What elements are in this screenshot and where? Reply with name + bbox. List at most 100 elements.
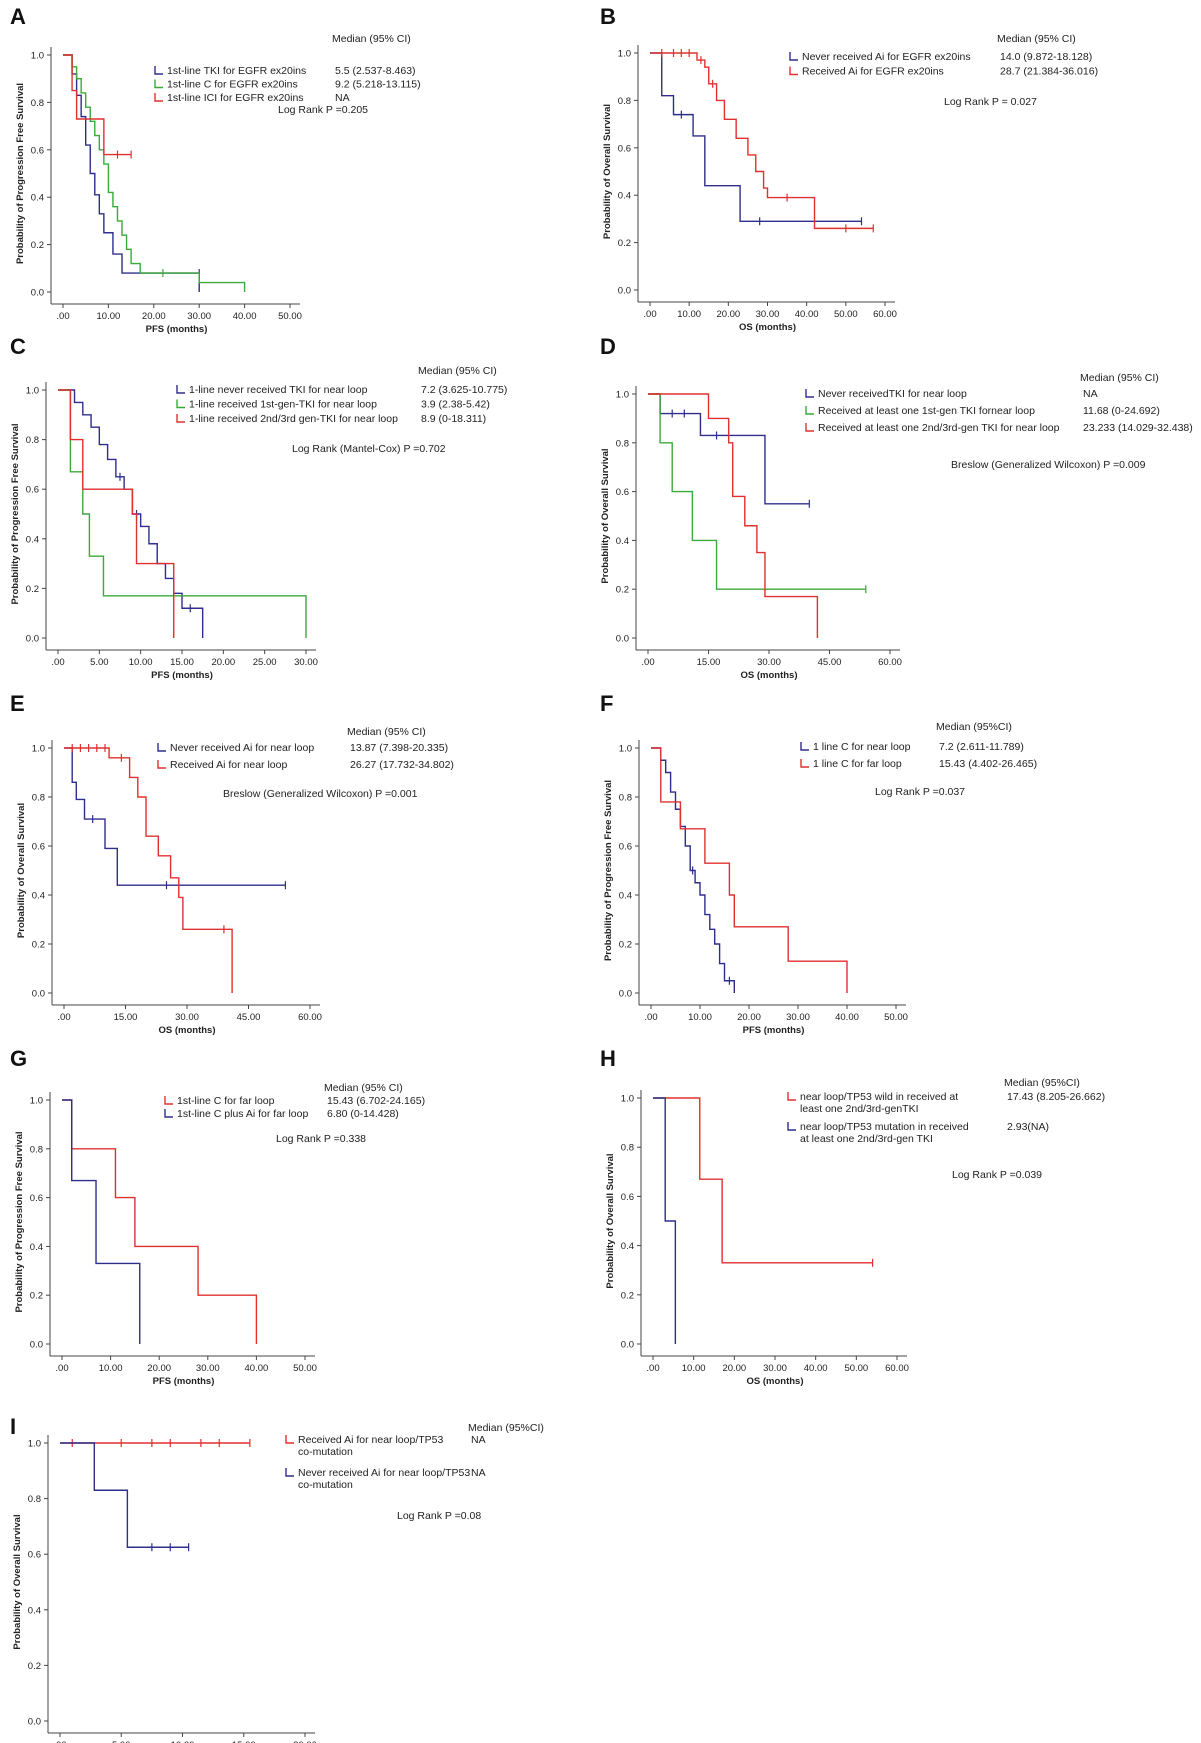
median-value-3: NA xyxy=(335,92,350,104)
y-axis-title: Probability of Progression Free Survival xyxy=(10,423,21,604)
panel-label: A xyxy=(10,4,26,29)
x-tick-label: 10.00 xyxy=(99,1363,123,1374)
y-tick-label: 0.2 xyxy=(30,1291,43,1302)
km-panel-h: H 0.0 0.2 0.4 0.6 0.8 1.0 .00 10.00 20.00 30.00 40.… xyxy=(600,1046,1105,1387)
x-axis-title: PFS (months) xyxy=(153,1376,215,1387)
legend-label-1: 1-line never received TKI for near loop xyxy=(189,384,368,396)
km-panel-e: E 0.0 0.2 0.4 0.6 0.8 1.0 .00 15.00 30.00 45.00 60.… xyxy=(10,691,454,1036)
x-tick-label: 60.00 xyxy=(878,657,902,668)
x-tick-label: 60.00 xyxy=(873,309,897,320)
panel-label: H xyxy=(600,1046,616,1071)
x-tick-label: 40.00 xyxy=(804,1363,828,1374)
legend-swatch-1 xyxy=(800,742,809,751)
km-curve-2 xyxy=(650,52,874,230)
log-rank-stat: Breslow (Generalized Wilcoxon) P =0.001 xyxy=(223,788,418,800)
x-tick-label: 10.00 xyxy=(688,1012,712,1023)
median-value-1: 5.5 (2.537-8.463) xyxy=(335,65,416,77)
median-header: Median (95% CI) xyxy=(347,726,426,738)
x-tick-label: .00 xyxy=(643,309,656,320)
y-tick-label: 1.0 xyxy=(618,49,631,60)
km-curve-1 xyxy=(653,1097,873,1264)
legend-swatch-3 xyxy=(176,414,185,423)
legend-label-2: Received Ai for near loop xyxy=(170,759,287,771)
median-value-1: NA xyxy=(471,1434,486,1446)
x-tick-label: 25.00 xyxy=(253,657,277,668)
median-value-2: 11.68 (0-24.692) xyxy=(1083,405,1160,417)
x-tick-label: .00 xyxy=(56,311,69,322)
x-tick-label: 50.00 xyxy=(834,309,858,320)
km-curve-1 xyxy=(64,747,286,886)
log-rank-stat: Log Rank P = 0.027 xyxy=(944,96,1037,108)
km-curve-3 xyxy=(63,54,132,156)
x-tick-label: 10.00 xyxy=(677,309,701,320)
km-curve-2 xyxy=(62,1099,141,1344)
median-value-1: 13.87 (7.398-20.335) xyxy=(350,742,448,754)
median-header: Median (95% CI) xyxy=(997,33,1076,45)
km-panel-c: C 0.0 0.2 0.4 0.6 0.8 1.0 .00 5.00 10.00 15.00 20.0… xyxy=(10,334,507,681)
y-tick-label: 0.0 xyxy=(30,1340,43,1351)
legend-swatch-1 xyxy=(285,1435,294,1444)
x-tick-label: 20.00 xyxy=(716,309,740,320)
x-tick-label: .00 xyxy=(641,657,654,668)
median-header: Median (95% CI) xyxy=(418,365,497,377)
y-tick-label: 1.0 xyxy=(30,1096,43,1107)
y-tick-label: 0.4 xyxy=(618,191,631,202)
legend-label-1: Never received Ai for EGFR ex20ins xyxy=(802,51,971,63)
median-value-2: 6.80 (0-14.428) xyxy=(327,1108,399,1120)
y-tick-label: 0.4 xyxy=(616,536,629,547)
x-tick-label: 30.00 xyxy=(187,311,211,322)
log-rank-stat: Log Rank P =0.338 xyxy=(276,1133,366,1145)
legend-swatch-3 xyxy=(805,423,814,432)
y-tick-label: 0.8 xyxy=(616,438,629,449)
y-tick-label: 0.4 xyxy=(621,1241,634,1252)
y-tick-label: 1.0 xyxy=(32,744,45,755)
y-tick-label: 0.4 xyxy=(619,891,632,902)
legend-swatch-1 xyxy=(157,743,166,752)
x-tick-label: 20.00 xyxy=(211,657,235,668)
x-tick-label: 20.00 xyxy=(722,1363,746,1374)
x-tick-label: 40.00 xyxy=(245,1363,269,1374)
x-tick-label: 30.00 xyxy=(763,1363,787,1374)
x-tick-label: 20.00 xyxy=(142,311,166,322)
median-value-3: 23.233 (14.029-32.438) xyxy=(1083,422,1193,434)
y-tick-label: 1.0 xyxy=(31,51,44,62)
y-tick-label: 0.8 xyxy=(30,1144,43,1155)
median-value-1: 7.2 (2.611-11.789) xyxy=(939,741,1024,753)
y-tick-label: 0.0 xyxy=(619,989,632,1000)
legend-swatch-2 xyxy=(789,66,798,76)
x-tick-label: 50.00 xyxy=(278,311,302,322)
median-header: Median (95%CI) xyxy=(936,721,1012,733)
log-rank-stat: Log Rank P =0.205 xyxy=(278,104,368,116)
x-tick-label: 15.00 xyxy=(232,1740,256,1743)
km-panel-f: F 0.0 0.2 0.4 0.6 0.8 1.0 .00 10.00 20.00 30.00 40.… xyxy=(600,691,1037,1036)
median-value-3: 8.9 (0-18.311) xyxy=(421,413,486,425)
x-tick-label: 30.00 xyxy=(196,1363,220,1374)
legend-label-2: near loop/TP53 mutation in received at le… xyxy=(800,1121,969,1145)
y-tick-label: 0.6 xyxy=(31,145,44,156)
log-rank-stat: Log Rank P =0.039 xyxy=(952,1169,1042,1181)
x-axis-title: PFS (months) xyxy=(151,670,213,681)
y-tick-label: 0.2 xyxy=(621,1290,634,1301)
y-tick-label: 0.4 xyxy=(26,534,39,545)
km-curve-1 xyxy=(63,54,200,292)
y-tick-label: 0.6 xyxy=(618,143,631,154)
x-tick-label: 15.00 xyxy=(170,657,194,668)
median-value-2: 26.27 (17.732-34.802) xyxy=(350,759,454,771)
y-tick-label: 1.0 xyxy=(26,386,39,397)
y-tick-label: 0.0 xyxy=(621,1340,634,1351)
y-tick-label: 0.6 xyxy=(28,1550,41,1561)
x-tick-label: 5.00 xyxy=(112,1740,131,1743)
median-header: Median (95%CI) xyxy=(1004,1077,1080,1089)
log-rank-stat: Log Rank P =0.037 xyxy=(875,786,965,798)
median-value-1: 7.2 (3.625-10.775) xyxy=(421,384,507,396)
legend-swatch-2 xyxy=(154,79,163,89)
panel-label: I xyxy=(10,1414,16,1439)
legend-swatch-2 xyxy=(800,759,809,768)
x-tick-label: .00 xyxy=(646,1363,659,1374)
km-curve-2 xyxy=(60,1442,189,1548)
y-axis-title: Probability of Overall Survival xyxy=(600,448,611,583)
x-tick-label: 40.00 xyxy=(795,309,819,320)
km-curve-1 xyxy=(650,52,862,222)
legend-label-3: 1st-line ICI for EGFR ex20ins xyxy=(167,92,304,104)
km-curve-1 xyxy=(62,1099,258,1344)
